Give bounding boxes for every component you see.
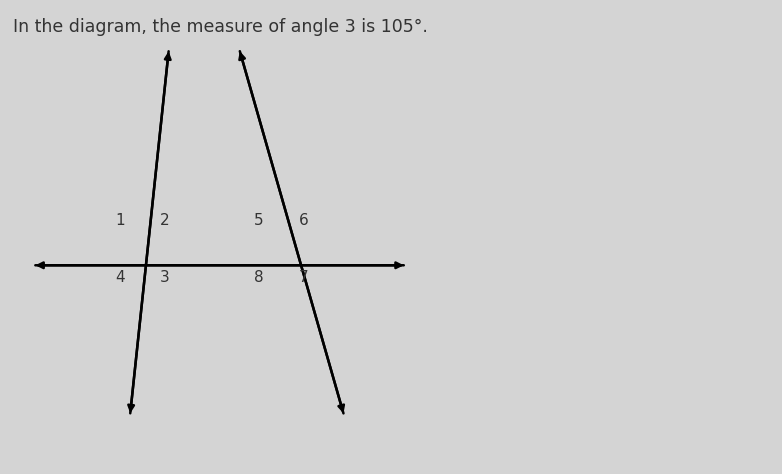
Text: 1: 1 [115, 213, 124, 228]
Text: 8: 8 [253, 270, 264, 284]
Text: 2: 2 [160, 213, 170, 228]
Text: 6: 6 [299, 213, 309, 228]
Text: 7: 7 [299, 270, 309, 284]
Text: 3: 3 [160, 270, 170, 284]
Text: In the diagram, the measure of angle 3 is 105°.: In the diagram, the measure of angle 3 i… [13, 18, 428, 36]
Text: 4: 4 [115, 270, 124, 284]
Text: 5: 5 [253, 213, 264, 228]
